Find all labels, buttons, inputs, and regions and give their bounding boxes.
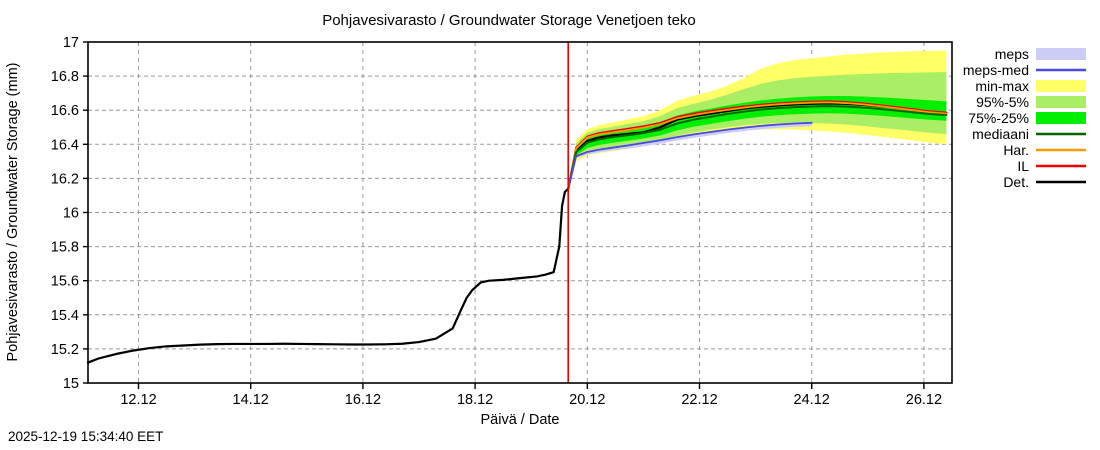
band-75pct-25pct <box>568 96 947 190</box>
x-tick-label: 26.12 <box>906 392 942 408</box>
x-axis-label: Päivä / Date <box>481 412 560 428</box>
legend-label-min-max: min-max <box>975 78 1029 94</box>
legend-swatch-75-25 <box>1036 112 1086 124</box>
legend-label-har: Har. <box>1003 142 1029 158</box>
y-tick-label: 16.8 <box>51 69 79 85</box>
y-tick-label: 16.4 <box>51 137 79 153</box>
x-tick-label: 24.12 <box>794 392 830 408</box>
x-tick-label: 20.12 <box>569 392 605 408</box>
legend-label-75-25: 75%-25% <box>968 110 1029 126</box>
series-Det-observed <box>86 187 570 364</box>
y-tick-label: 15 <box>63 376 79 392</box>
series-Har-forecast <box>567 101 948 190</box>
y-axis-label: Pohjavesivarasto / Groundwater Storage (… <box>5 63 21 362</box>
legend-label-det: Det. <box>1003 174 1029 190</box>
legend-swatch-meps <box>1036 48 1086 60</box>
y-tick-label: 15.2 <box>51 342 79 358</box>
x-tick-label: 12.12 <box>120 392 156 408</box>
series-meps-med-forecast <box>567 121 813 190</box>
chart-title: Pohjavesivarasto / Groundwater Storage V… <box>322 12 696 29</box>
y-tick-label: 15.4 <box>51 308 79 324</box>
series-IL-forecast <box>567 100 948 190</box>
legend-label-meps: meps <box>995 46 1029 62</box>
legend-label-meps-med: meps-med <box>963 62 1029 78</box>
x-axis-ticks: 12.12 14.12 16.12 18.12 20.12 22.12 24.12 26.12 <box>120 383 942 408</box>
data-series-lines <box>86 100 948 364</box>
legend-swatch-min-max <box>1036 80 1086 92</box>
timestamp-label: 2025-12-19 15:34:40 EET <box>8 429 163 444</box>
legend-label-mediaani: mediaani <box>972 126 1029 142</box>
x-tick-label: 16.12 <box>345 392 381 408</box>
y-axis-ticks: 15 15.2 15.4 15.6 15.8 16 16.2 16.4 16.6 16.8 17 <box>51 35 88 392</box>
y-tick-label: 15.6 <box>51 274 79 290</box>
legend-swatch-95-5 <box>1036 96 1086 108</box>
x-tick-label: 18.12 <box>457 392 493 408</box>
y-tick-label: 17 <box>63 35 79 51</box>
x-tick-label: 22.12 <box>681 392 717 408</box>
legend-label-il: IL <box>1017 158 1029 174</box>
legend-label-95-5: 95%-5% <box>976 94 1029 110</box>
chart-legend: mepsmeps-medmin-max95%-5%75%-25%mediaani… <box>963 46 1086 190</box>
y-tick-label: 16.6 <box>51 103 79 119</box>
y-tick-label: 16.2 <box>51 171 79 187</box>
y-tick-label: 15.8 <box>51 240 79 256</box>
y-tick-label: 16 <box>63 206 79 222</box>
x-tick-label: 14.12 <box>233 392 269 408</box>
series-mediaani-forecast <box>567 105 948 190</box>
